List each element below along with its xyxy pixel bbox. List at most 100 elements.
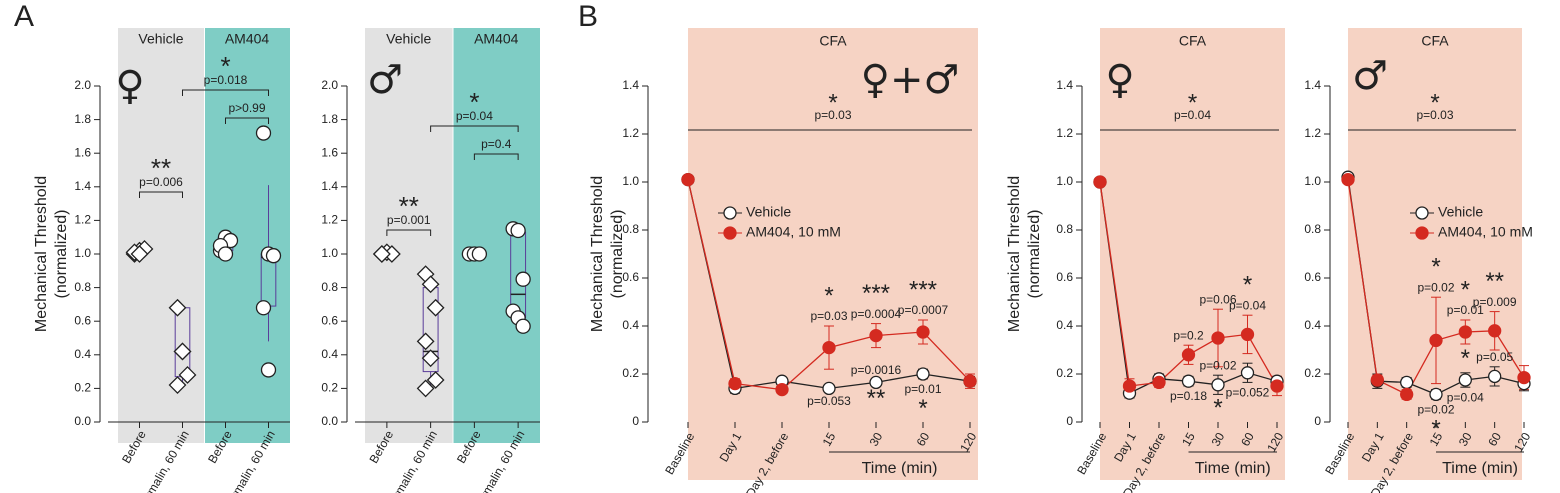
x-tick-label: 15	[1179, 430, 1198, 449]
p-value: p=0.02	[1199, 358, 1236, 372]
point	[1093, 175, 1107, 189]
sex-symbol: ♂	[1352, 53, 1388, 99]
point	[1152, 375, 1166, 390]
p-value: p=0.006	[139, 175, 183, 189]
x-axis-label: Time (min)	[1195, 460, 1271, 477]
p-value: p=0.04	[1174, 108, 1211, 122]
p-value: p=0.02	[1417, 402, 1454, 416]
y-tick-label: 1.4	[1056, 78, 1073, 92]
y-tick-label: 1.8	[321, 112, 338, 126]
bracket	[139, 191, 183, 198]
y-axis-label: Mechanical Threshold	[33, 176, 50, 332]
x-tick-label: 15	[1427, 430, 1446, 449]
y-tick-label: 0.0	[74, 414, 91, 428]
x-axis-label: Time (min)	[862, 460, 938, 477]
y-tick-label: 1.2	[1304, 126, 1321, 140]
point	[963, 374, 977, 388]
p-value: p=0.02	[1417, 280, 1454, 294]
y-tick-label: 2.0	[74, 78, 91, 92]
point	[916, 325, 930, 339]
point	[1458, 373, 1472, 387]
point	[1181, 374, 1196, 388]
stars: ***	[909, 276, 937, 303]
legend-label: AM404, 10 mM	[1438, 224, 1533, 240]
y-tick-label: 1.2	[1056, 126, 1073, 140]
y-tick-label: 0.4	[1304, 318, 1321, 332]
y-axis-label: Mechanical Threshold	[589, 176, 606, 332]
legend-marker	[723, 206, 737, 220]
point	[1429, 333, 1443, 348]
point	[916, 367, 930, 381]
stars: **	[399, 191, 419, 221]
stars: **	[867, 385, 886, 412]
sex-symbol: ♂	[367, 57, 403, 103]
point	[265, 248, 282, 264]
point	[168, 376, 187, 394]
stars: *	[1461, 345, 1470, 372]
y-tick-label: 0.0	[321, 414, 338, 428]
legend-marker	[1415, 226, 1429, 240]
y-tick-label: 1.6	[74, 145, 91, 159]
stars: *	[918, 395, 927, 422]
point	[1240, 366, 1255, 380]
p-value: p=0.06	[1199, 292, 1236, 306]
point	[1240, 327, 1255, 342]
p-value: p=0.05	[1476, 350, 1513, 364]
stars: *	[469, 87, 479, 117]
stars: *	[220, 51, 230, 81]
y-tick-label: 1.0	[74, 246, 91, 260]
y-tick-label: 1.8	[74, 112, 91, 126]
sex-symbol: ♀	[1105, 57, 1134, 103]
y-tick-label: 1.6	[321, 145, 338, 159]
x-tick-label: 15	[820, 430, 839, 449]
x-tick-label: 60	[1238, 430, 1257, 449]
y-tick-label: 1.2	[622, 126, 639, 140]
p-value: p=0.04	[456, 109, 493, 123]
y-tick-label: 0	[1314, 414, 1321, 428]
point	[471, 246, 488, 262]
point	[1429, 387, 1443, 402]
group-label: Vehicle	[138, 31, 183, 47]
group-label: Vehicle	[386, 31, 431, 47]
stars: *	[828, 89, 837, 116]
y-tick-label: 0.4	[321, 347, 338, 361]
y-tick-label: 1.4	[74, 179, 91, 193]
point	[1211, 378, 1225, 392]
p-value: p=0.04	[1229, 298, 1266, 312]
group-label: AM404	[225, 31, 270, 47]
p-value: p=0.009	[1473, 295, 1517, 309]
point	[217, 246, 234, 262]
point	[173, 342, 192, 361]
y-axis-label: Mechanical Threshold	[1006, 176, 1023, 332]
point	[1458, 325, 1472, 339]
point	[1341, 172, 1355, 187]
p-value: p=0.03	[810, 309, 847, 323]
point	[260, 362, 277, 378]
y-axis-label: (normalized)	[609, 210, 626, 299]
point	[130, 245, 149, 263]
y-tick-label: 1.0	[1056, 174, 1073, 188]
x-tick-label: 30	[1456, 430, 1475, 449]
stars: *	[1431, 254, 1440, 281]
p-value: p=0.0007	[898, 303, 949, 317]
p-value: p=0.04	[1447, 390, 1484, 404]
point	[728, 376, 742, 391]
y-tick-label: 1.2	[321, 213, 338, 227]
shade-label: CFA	[819, 33, 847, 49]
point	[372, 245, 391, 263]
point	[426, 298, 445, 317]
point	[255, 125, 272, 141]
p-value: p=0.03	[1416, 108, 1453, 122]
y-tick-label: 0.8	[321, 280, 338, 294]
point	[822, 381, 836, 396]
point	[1400, 387, 1414, 402]
stars: **	[151, 153, 171, 183]
y-tick-label: 1.4	[1304, 78, 1321, 92]
stars: *	[824, 282, 833, 309]
y-tick-label: 0.6	[1304, 270, 1321, 284]
point	[1488, 324, 1502, 338]
point	[515, 318, 531, 334]
p-value: p=0.01	[904, 382, 941, 396]
shade	[688, 28, 978, 480]
